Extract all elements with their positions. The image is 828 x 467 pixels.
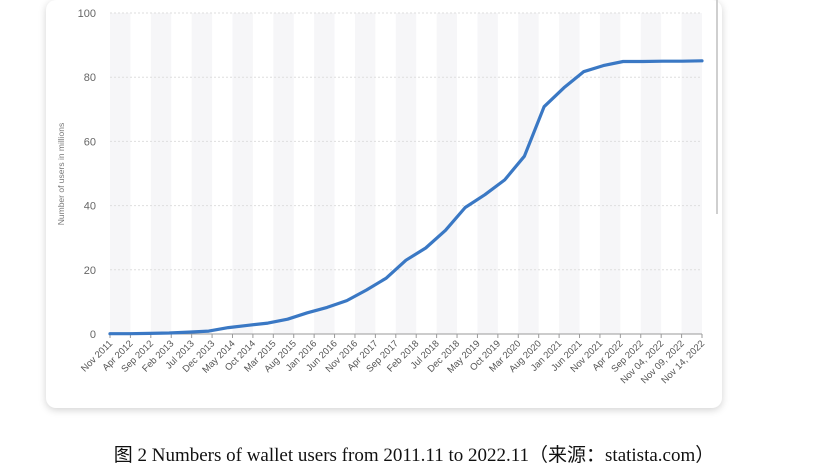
y-tick-label: 100	[78, 8, 96, 20]
grid-band	[110, 13, 131, 334]
y-tick-label: 40	[84, 201, 96, 213]
grid-band	[395, 13, 417, 334]
grid-band	[232, 13, 253, 334]
side-divider	[716, 0, 718, 214]
y-axis-label: Number of users in millions	[56, 123, 66, 226]
grid-band	[354, 13, 376, 334]
y-tick-label: 60	[84, 136, 96, 148]
grid-band	[436, 13, 458, 334]
figure-caption: 图 2 Numbers of wallet users from 2011.11…	[113, 445, 715, 466]
y-tick-label: 0	[90, 329, 96, 341]
grid-band	[150, 13, 172, 334]
series-line-wallet-users	[108, 59, 704, 336]
grid-band	[599, 13, 621, 334]
grid-band	[640, 13, 662, 334]
grid-band	[518, 13, 539, 334]
grid-band	[477, 13, 498, 334]
y-tick-label: 20	[84, 265, 96, 277]
grid-band	[273, 13, 294, 334]
grid-band	[314, 13, 335, 334]
grid-band	[191, 13, 213, 334]
grid-band	[681, 13, 702, 334]
grid-band	[559, 13, 580, 334]
y-tick-label: 80	[84, 72, 96, 84]
